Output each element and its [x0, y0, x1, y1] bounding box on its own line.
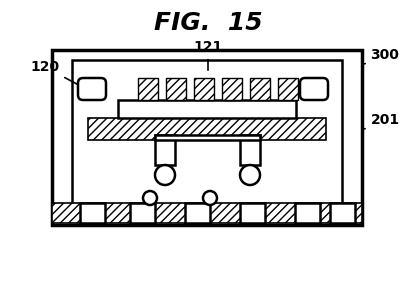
Bar: [72, 60, 342, 215]
Bar: [155, 135, 260, 140]
Bar: [278, 78, 298, 100]
Bar: [52, 203, 362, 223]
FancyBboxPatch shape: [78, 78, 106, 100]
Bar: [80, 203, 105, 223]
Bar: [166, 78, 186, 100]
Bar: [52, 50, 362, 225]
Text: 121: 121: [193, 40, 223, 70]
Bar: [138, 78, 158, 100]
FancyBboxPatch shape: [300, 78, 328, 100]
Bar: [240, 135, 260, 165]
Text: 120: 120: [30, 60, 85, 89]
Bar: [295, 203, 320, 223]
Circle shape: [240, 165, 260, 185]
Text: FIG.  15: FIG. 15: [154, 11, 262, 35]
Bar: [155, 135, 175, 165]
Bar: [88, 118, 326, 140]
Bar: [250, 78, 270, 100]
Bar: [240, 203, 265, 223]
Bar: [118, 100, 296, 118]
Bar: [185, 203, 210, 223]
Circle shape: [143, 191, 157, 205]
Bar: [222, 78, 242, 100]
Text: 300: 300: [364, 48, 399, 64]
Bar: [330, 203, 355, 223]
Bar: [194, 78, 214, 100]
Text: 201: 201: [364, 113, 399, 129]
Circle shape: [155, 165, 175, 185]
Bar: [130, 203, 155, 223]
Circle shape: [203, 191, 217, 205]
